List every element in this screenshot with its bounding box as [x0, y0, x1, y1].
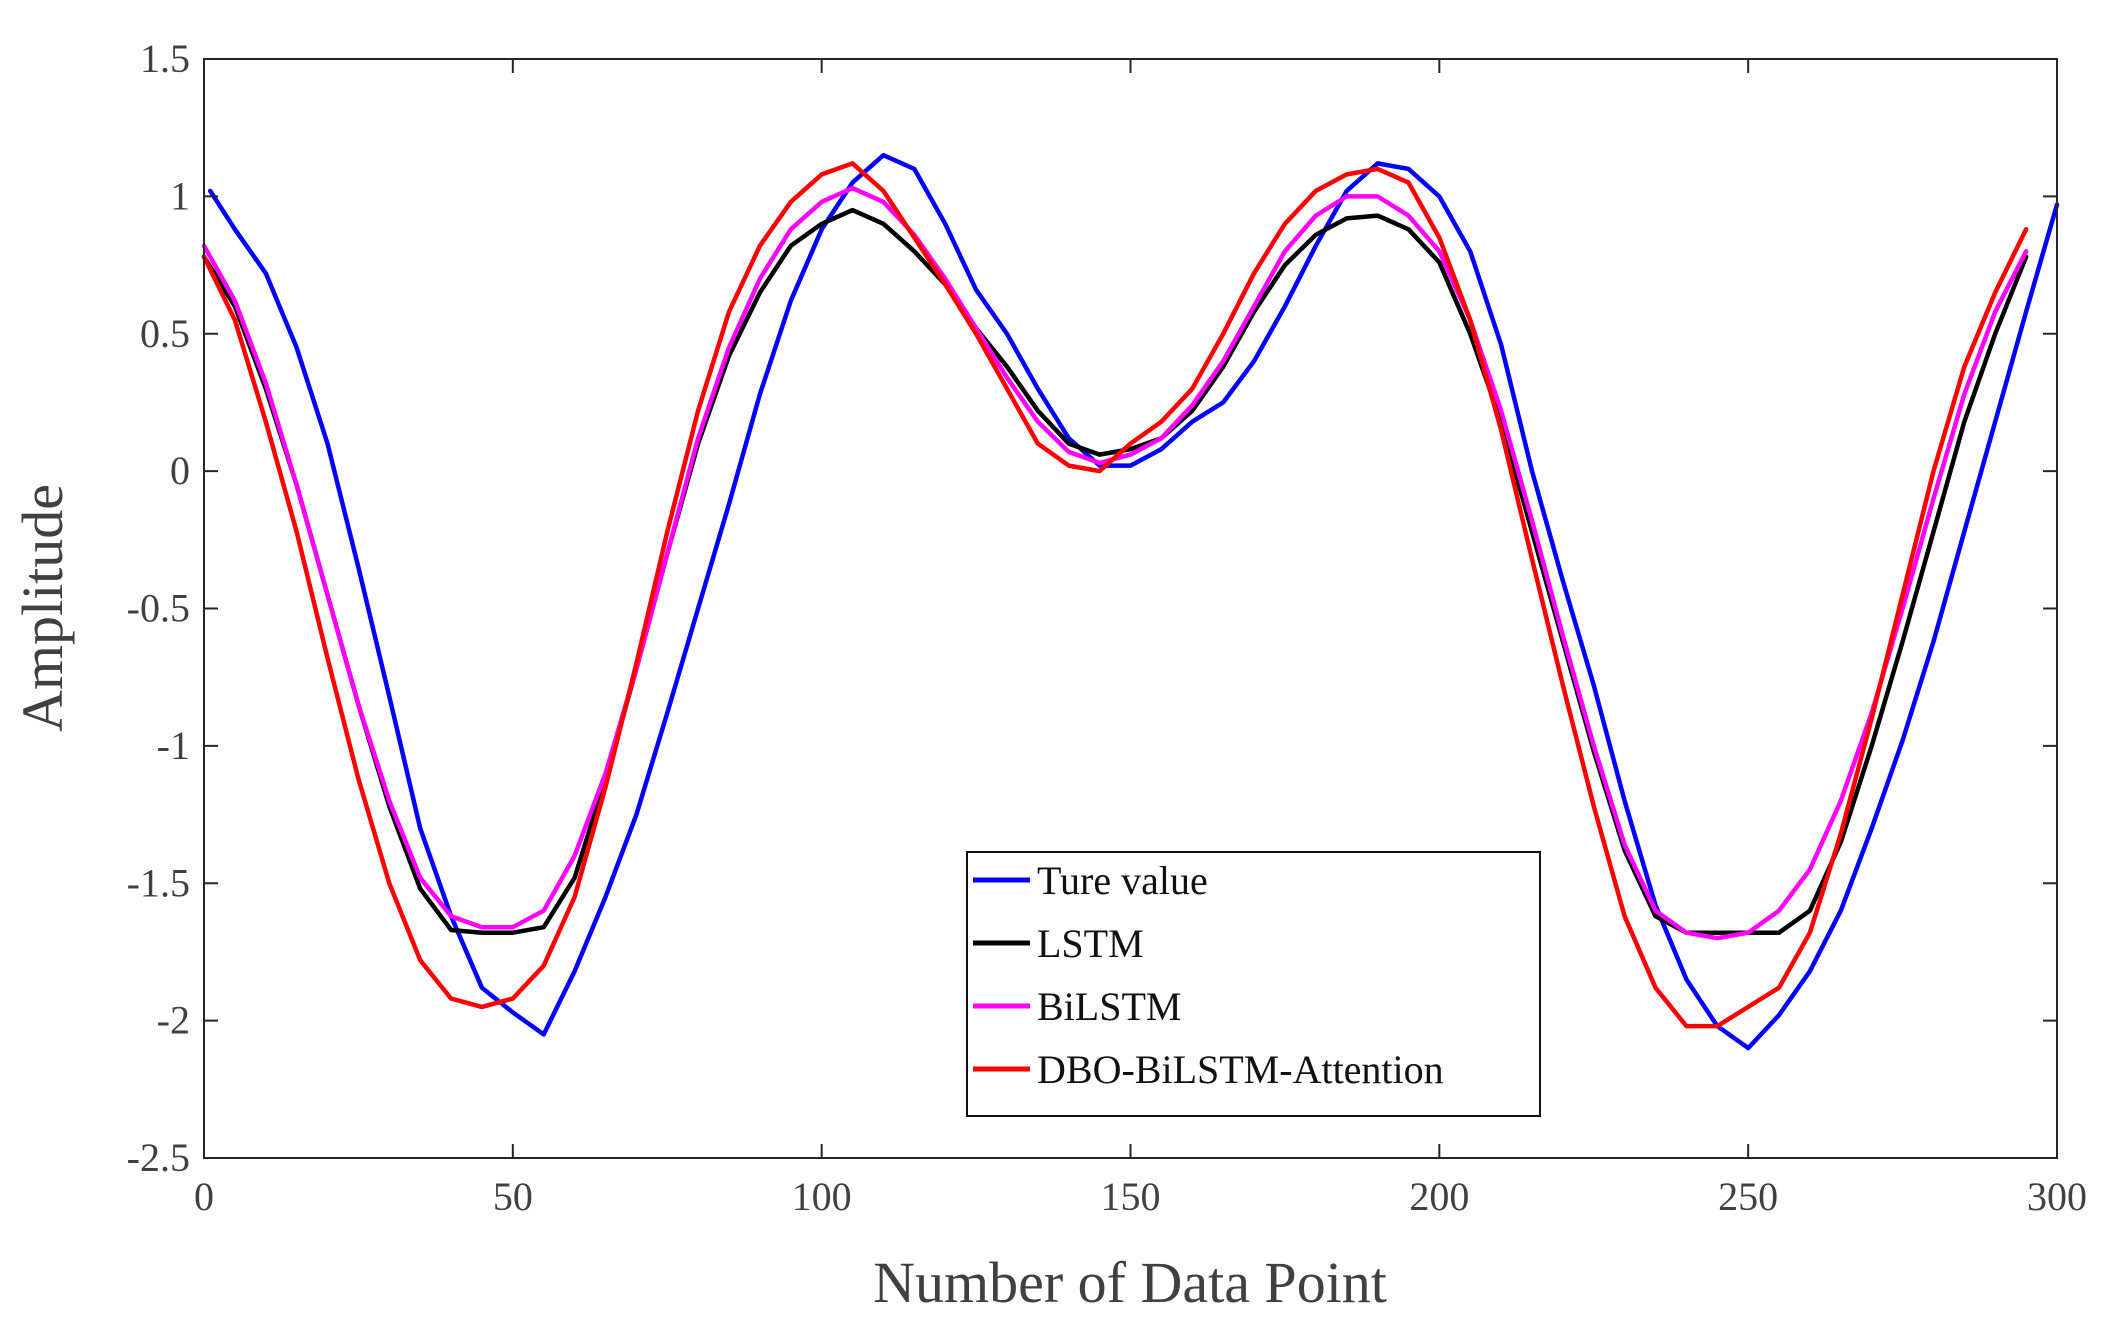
y-tick-label: -1.5 — [127, 860, 190, 905]
y-tick-label: -1 — [157, 723, 190, 768]
series-layer — [201, 152, 2060, 1051]
legend-box — [966, 851, 1541, 1117]
y-tick-label: 1.5 — [140, 36, 190, 81]
x-tick-label: 250 — [1718, 1174, 1778, 1219]
x-tick-label: 200 — [1409, 1174, 1469, 1219]
y-axis-label: Amplitude — [10, 484, 75, 732]
y-tick-label: -0.5 — [127, 586, 190, 631]
x-tick-label: 0 — [194, 1174, 214, 1219]
x-tick-label: 300 — [2027, 1174, 2087, 1219]
y-tick-label: -2.5 — [127, 1135, 190, 1180]
legend: Ture value LSTM BiLSTM DBO-BiLSTM-Attention — [966, 851, 1541, 1117]
x-tick-label: 100 — [792, 1174, 852, 1219]
y-tick-label: 0 — [170, 448, 190, 493]
y-tick-label: 1 — [170, 173, 190, 218]
legend-label: LSTM — [1037, 921, 1144, 966]
y-tick-label: -2 — [157, 998, 190, 1043]
x-tick-label: 150 — [1101, 1174, 1161, 1219]
series-line-dbo-bilstm-attention — [201, 161, 2029, 1029]
legend-label: BiLSTM — [1037, 984, 1181, 1029]
series-line-lstm — [201, 207, 2029, 935]
legend-label: Ture value — [1037, 858, 1208, 903]
y-tick-label: 0.5 — [140, 311, 190, 356]
legend-label: DBO-BiLSTM-Attention — [1037, 1047, 1444, 1092]
series-line-ture-value — [207, 152, 2060, 1051]
x-tick-label: 50 — [493, 1174, 533, 1219]
axis-ticks: 0 50 100 150 200 250 300 1.5 1 0.5 0 -0.5 -1 -1.5 -2 -2… — [127, 36, 2087, 1219]
x-axis-label: Number of Data Point — [873, 1250, 1387, 1315]
